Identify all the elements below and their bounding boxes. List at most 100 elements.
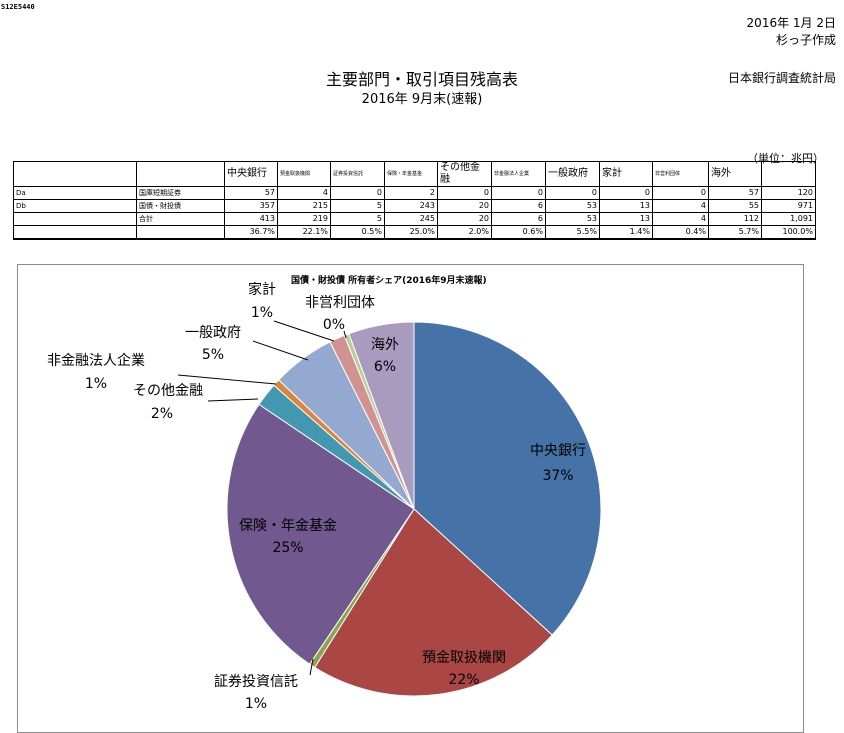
slice-label: 海外 (371, 337, 399, 353)
leader-line (343, 330, 347, 339)
column-header: 非金融法人企業 (491, 161, 546, 187)
table-cell: 5 (330, 212, 385, 226)
pie-chart-frame: 国債・財投債 所有者シェア(2016年9月末速報) 中央銀行 37% 預金取扱機関 2… (17, 264, 804, 733)
department: 日本銀行調査統計局 (727, 71, 836, 85)
slice-percent: 37% (542, 468, 573, 484)
slice-percent: 22% (448, 672, 479, 688)
column-header (761, 161, 816, 187)
row-label (136, 225, 225, 240)
slice-percent: 1% (245, 696, 267, 712)
table-row-share: 36.7% 22.1% 0.5% 25.0% 2.0% 0.6% 5.5% 1.… (13, 225, 816, 240)
table-cell: 0 (330, 186, 385, 200)
slice-label: その他金融 (133, 383, 203, 399)
table-cell: 357 (224, 199, 278, 213)
table-cell: 215 (277, 199, 331, 213)
column-header: 海外 (708, 161, 762, 187)
table-cell: 55 (708, 199, 762, 213)
table-row: Db 国債・財投債 357 215 5 243 20 6 53 13 4 55 … (13, 199, 816, 213)
table-cell: 1.4% (599, 225, 653, 240)
slice-percent: 6% (374, 359, 396, 375)
table-cell: 0.6% (491, 225, 546, 240)
slice-percent: 0% (323, 317, 345, 333)
table-row-total: 合計 413 219 5 245 20 6 53 13 4 112 1,091 (13, 212, 816, 226)
leader-line (252, 340, 309, 361)
table-cell: 112 (708, 212, 762, 226)
table-cell: 0 (652, 186, 709, 200)
table-cell: 25.0% (384, 225, 438, 240)
slice-label: 預金取扱機関 (422, 650, 506, 666)
table-cell: 971 (761, 199, 816, 213)
slice-label: 証券投資信託 (214, 674, 298, 690)
table-cell: 5 (330, 199, 385, 213)
table-cell: 0.5% (330, 225, 385, 240)
table-cell: 57 (224, 186, 278, 200)
table-row: Da 国庫短期証券 57 4 0 2 0 0 0 0 0 57 120 (13, 186, 816, 200)
table-cell: 2 (384, 186, 438, 200)
pie-slice (226, 403, 415, 665)
table-cell: 4 (652, 199, 709, 213)
slice-percent: 1% (251, 305, 273, 321)
table-cell: 0 (437, 186, 492, 200)
holdings-table: 中央銀行 預金取扱機関 証券投資信託 保険・年金基金 その他金融 非金融法人企業… (13, 161, 816, 240)
slice-label: 中央銀行 (530, 443, 586, 459)
table-cell: 0.4% (652, 225, 709, 240)
table-cell: 219 (277, 212, 331, 226)
column-header: 家計 (599, 161, 653, 187)
column-header: 証券投資信託 (330, 161, 385, 187)
slice-percent: 2% (151, 406, 173, 422)
table-cell: 0 (599, 186, 653, 200)
row-label: 国庫短期証券 (136, 186, 225, 200)
table-cell: 4 (277, 186, 331, 200)
pie-chart: 国債・財投債 所有者シェア(2016年9月末速報) 中央銀行 37% 預金取扱機関 2… (47, 274, 602, 712)
table-cell: 0 (545, 186, 600, 200)
column-header: 中央銀行 (224, 161, 278, 187)
table-cell: 13 (599, 199, 653, 213)
pie-slice (314, 508, 553, 697)
leader-line (207, 398, 259, 402)
column-header: 保険・年金基金 (384, 161, 438, 187)
report-author: 杉っ子作成 (775, 33, 836, 47)
table-cell: 413 (224, 212, 278, 226)
page-title: 主要部門・取引項目残高表 (325, 70, 518, 89)
table-cell: 243 (384, 199, 438, 213)
leader-line (273, 320, 335, 342)
chart-title: 国債・財投債 所有者シェア(2016年9月末速報) (291, 274, 487, 286)
table-cell: 22.1% (277, 225, 331, 240)
table-header-blank (136, 161, 225, 187)
table-cell: 2.0% (437, 225, 492, 240)
slice-label: 非金融法人企業 (47, 352, 145, 369)
slice-label: 家計 (248, 281, 276, 298)
slice-percent: 25% (272, 540, 303, 556)
column-header: 一般政府 (545, 161, 600, 187)
table-cell: 120 (761, 186, 816, 200)
report-date: 2016年 1月 2日 (746, 16, 836, 30)
slice-label: 保険・年金基金 (239, 517, 337, 534)
slice-label: 一般政府 (185, 325, 241, 341)
table-cell: 5.7% (708, 225, 762, 240)
report-code: S12E5440 (1, 3, 35, 11)
table-cell: 0 (491, 186, 546, 200)
table-cell: 13 (599, 212, 653, 226)
table-header-blank (13, 161, 137, 187)
row-code: Db (13, 199, 137, 213)
slice-label: 非営利団体 (305, 295, 375, 311)
slice-percent: 1% (85, 376, 107, 392)
table-cell: 4 (652, 212, 709, 226)
table-cell: 20 (437, 212, 492, 226)
column-header: 非営利団体 (652, 161, 709, 187)
page-subtitle: 2016年 9月末(速報) (361, 92, 483, 107)
pie-slice (348, 321, 415, 510)
row-code (13, 212, 137, 226)
table-cell: 100.0% (761, 225, 816, 240)
row-label: 合計 (136, 212, 225, 226)
row-label: 国債・財投債 (136, 199, 225, 213)
table-header-row: 中央銀行 預金取扱機関 証券投資信託 保険・年金基金 その他金融 非金融法人企業… (13, 161, 816, 187)
column-header: その他金融 (437, 161, 492, 187)
table-cell: 6 (491, 199, 546, 213)
leader-line (309, 658, 314, 676)
table-cell: 1,091 (761, 212, 816, 226)
column-header: 預金取扱機関 (277, 161, 331, 187)
table-cell: 245 (384, 212, 438, 226)
table-cell: 36.7% (224, 225, 278, 240)
table-cell: 57 (708, 186, 762, 200)
